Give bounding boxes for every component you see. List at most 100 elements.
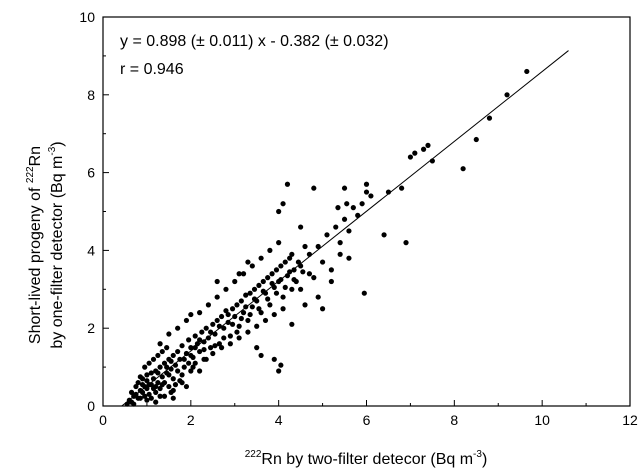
data-point [131,401,137,407]
data-point [282,259,288,265]
data-point [135,380,141,386]
data-point [216,341,222,347]
data-point [324,232,330,238]
data-point [328,267,334,273]
y-axis-label-line1-sup: 222 [25,166,36,183]
data-point [192,360,198,366]
data-point [188,345,194,351]
data-point [341,185,348,191]
data-point [183,317,190,324]
data-point [155,380,161,386]
data-point [287,255,293,261]
data-point [221,335,227,341]
data-point [328,278,334,285]
data-point [319,306,326,312]
data-point [238,298,244,304]
data-point [280,201,286,207]
data-point [223,308,229,314]
data-point [260,278,266,285]
data-point [337,251,343,257]
data-point [350,205,356,211]
data-point [186,360,192,366]
data-point [205,302,211,308]
y-axis-label-line1: Short-lived progeny of 222Rn [25,146,44,344]
data-point [186,337,192,343]
y-tick-label: 2 [87,320,95,336]
data-point [289,251,295,257]
data-point [221,325,227,331]
data-point [144,378,150,384]
x-tick-label: 2 [187,412,195,428]
data-point [262,317,269,324]
data-point [155,352,161,359]
data-point [166,331,172,337]
data-point [236,323,242,329]
data-point [245,329,251,335]
data-point [170,376,176,382]
data-point [190,364,196,370]
data-point [245,317,251,324]
data-point [284,273,291,279]
data-point [139,382,146,388]
data-point [289,286,295,292]
data-point [227,341,233,347]
data-point [203,325,209,331]
data-point [150,356,157,362]
x-axis-label-unit-sup: -3 [473,449,482,460]
data-point [177,378,183,384]
data-point [254,345,260,351]
axis-ticks: 0 2 4 6 8 10 12 0 2 4 6 8 10 [79,9,638,428]
data-point [363,189,370,195]
data-point [278,263,284,269]
data-point [291,267,297,273]
data-point [249,304,255,310]
data-point [137,395,143,401]
data-point [473,136,479,143]
data-point [229,321,236,327]
data-point [159,374,165,380]
data-point [243,292,249,298]
data-point [381,232,387,238]
data-point [420,146,427,152]
y-tick-label: 0 [87,398,95,414]
y-tick-label: 10 [79,9,95,25]
data-point [197,368,203,374]
data-point [201,339,207,345]
data-point [344,201,350,207]
data-point [276,368,282,374]
x-axis-label: 222Rn by two-filter detecor (Bq m-3) [245,449,488,468]
data-point [157,385,163,392]
data-point [295,259,302,265]
data-point [407,154,414,160]
data-point [524,68,530,75]
data-point [183,383,190,390]
data-point [256,282,262,289]
data-point [166,372,172,378]
data-point [197,337,203,343]
y-axis-label-line1-tail: Rn [27,146,44,166]
data-point [172,382,179,388]
data-point [280,294,286,300]
data-point [240,271,247,277]
data-point [271,311,277,318]
data-point [157,393,163,399]
data-point [236,335,242,341]
data-point [315,294,321,300]
data-point [341,216,348,222]
data-point [265,296,271,302]
data-point [359,201,365,207]
data-point [203,356,209,362]
data-point [157,364,163,370]
data-point [142,364,148,370]
data-point [361,290,367,296]
data-point [298,224,304,230]
x-tick-label: 0 [99,412,107,428]
data-point [234,329,240,335]
data-point [300,269,306,275]
data-point [148,395,154,401]
data-point [311,275,317,281]
data-point [159,348,165,355]
data-point [254,323,260,329]
x-tick-label: 8 [450,412,458,428]
data-point [150,385,157,392]
